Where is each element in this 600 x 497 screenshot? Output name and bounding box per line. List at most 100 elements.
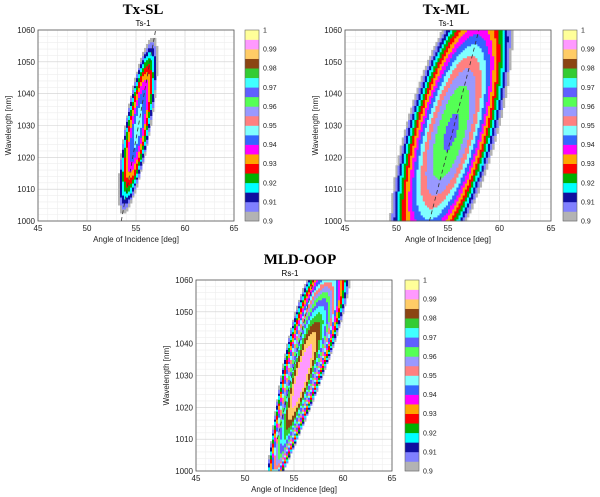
- contour-cell: [471, 101, 474, 105]
- contour-cell: [132, 141, 135, 144]
- contour-cell: [462, 101, 466, 105]
- contour-cell: [458, 205, 462, 208]
- contour-cell: [142, 77, 145, 81]
- contour-cell: [441, 41, 445, 45]
- plot-title: Ts-1: [438, 19, 454, 28]
- contour-cell: [431, 155, 434, 158]
- contour-cell: [450, 35, 453, 39]
- contour-cell: [475, 35, 478, 39]
- contour-cell: [437, 61, 440, 65]
- contour-cell: [138, 91, 141, 95]
- contour-cell: [450, 131, 453, 134]
- contour-cell: [405, 207, 409, 210]
- contour-cell: [471, 193, 474, 196]
- contour-cell: [460, 79, 464, 83]
- contour-cell: [146, 69, 149, 73]
- contour-cell: [473, 157, 476, 160]
- contour-cell: [454, 175, 457, 178]
- contour-cell: [454, 83, 457, 87]
- contour-cell: [443, 197, 447, 200]
- contour-cell: [156, 61, 159, 65]
- contour-cell: [439, 135, 443, 138]
- contour-cell: [437, 53, 440, 57]
- contour-cell: [130, 187, 133, 190]
- contour-cell: [454, 63, 457, 67]
- contour-cell: [462, 49, 466, 53]
- contour-cell: [418, 123, 422, 126]
- contour-cell: [429, 129, 432, 132]
- contour-cell: [118, 203, 121, 206]
- contour-cell: [424, 209, 428, 212]
- contour-cell: [460, 99, 464, 103]
- contour-cell: [422, 131, 426, 134]
- contour-cell: [142, 123, 145, 126]
- contour-cell: [435, 201, 438, 204]
- contour-cell: [433, 165, 436, 168]
- contour-cell: [132, 97, 135, 101]
- contour-cell: [469, 189, 472, 192]
- contour-cell: [399, 205, 403, 208]
- contour-cell: [460, 219, 464, 222]
- contour-cell: [429, 135, 432, 138]
- contour-cell: [136, 131, 139, 134]
- contour-cell: [441, 211, 445, 214]
- contour-cell: [142, 71, 145, 75]
- contour-cell: [431, 131, 434, 134]
- contour-cell: [393, 177, 396, 180]
- contour-cell: [450, 61, 453, 65]
- contour-cell: [136, 109, 139, 112]
- contour-cell: [140, 147, 143, 150]
- contour-cell: [473, 183, 476, 186]
- contour-cell: [140, 133, 143, 136]
- contour-cell: [448, 165, 451, 168]
- contour-cell: [426, 111, 430, 114]
- contour-cell: [454, 133, 457, 136]
- contour-cell: [412, 159, 415, 162]
- contour-cell: [464, 175, 468, 178]
- contour-cell: [456, 181, 459, 184]
- contour-cell: [401, 161, 405, 164]
- contour-cell: [471, 191, 474, 194]
- contour-cell: [469, 37, 472, 41]
- contour-cell: [454, 207, 457, 210]
- contour-cell: [460, 61, 464, 65]
- contour-cell: [148, 39, 151, 43]
- contour-cell: [420, 163, 424, 166]
- contour-cell: [458, 119, 462, 122]
- contour-cell: [435, 109, 438, 112]
- contour-cell: [450, 173, 453, 176]
- contour-cell: [138, 157, 141, 160]
- contour-cell: [452, 189, 455, 192]
- contour-cell: [469, 107, 472, 110]
- contour-cell: [464, 97, 468, 101]
- colorbar-swatch: [245, 68, 259, 79]
- contour-cell: [475, 69, 478, 73]
- contour-cell: [448, 175, 451, 178]
- contour-cell: [452, 201, 455, 204]
- contour-cell: [435, 217, 438, 220]
- contour-cell: [462, 105, 466, 108]
- contour-cell: [424, 149, 428, 152]
- contour-cell: [401, 193, 405, 196]
- contour-cell: [466, 111, 470, 114]
- contour-cell: [439, 191, 443, 194]
- contour-cell: [414, 209, 417, 212]
- contour-cell: [462, 185, 466, 188]
- contour-cell: [460, 109, 464, 112]
- contour-cell: [456, 167, 459, 170]
- contour-cell: [464, 179, 468, 182]
- contour-cell: [397, 159, 401, 162]
- contour-cell: [441, 63, 445, 67]
- contour-cell: [414, 159, 417, 162]
- contour-cell: [454, 153, 457, 156]
- contour-cell: [466, 75, 470, 79]
- contour-cell: [462, 207, 466, 210]
- contour-cell: [146, 63, 149, 67]
- contour-cell: [439, 179, 443, 182]
- contour-cell: [441, 153, 445, 156]
- contour-cell: [148, 97, 151, 101]
- contour-cell: [452, 123, 455, 126]
- contour-cell: [452, 145, 455, 148]
- contour-cell: [426, 151, 430, 154]
- contour-cell: [124, 205, 127, 208]
